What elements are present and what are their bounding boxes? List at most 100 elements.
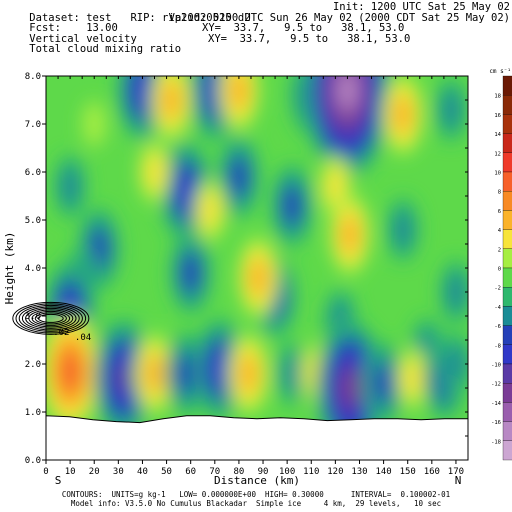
cloud-contour	[28, 309, 74, 328]
colorbar-unit: cm s⁻¹	[489, 68, 511, 75]
color-swatch	[502, 440, 512, 461]
velocity-cell	[82, 101, 106, 147]
color-swatch	[502, 114, 512, 134]
velocity-cell	[341, 371, 359, 405]
color-legend: 18 16 14 12 10 8 6 4 2 0 -2 -4 -6 -8 -10 -12 -14 -16 -18 cm…	[489, 68, 512, 461]
color-level-label: 14	[494, 132, 501, 138]
x-tick-label: 30	[113, 467, 124, 477]
init-time: Init: 1200 UTC Sat 25 May 02	[332, 1, 510, 13]
velocity-cell	[340, 216, 360, 253]
header-row-1: Dataset: test RIP: rip20020525 d2 Init: …	[4, 1, 510, 23]
cloud-contour	[34, 312, 67, 325]
cloud-contour	[37, 313, 64, 323]
color-level-label: -18	[491, 439, 501, 445]
x-tick-label: 60	[185, 467, 196, 477]
x-tick-label: 80	[233, 467, 244, 477]
x-tick-label: 70	[209, 467, 220, 477]
velocity-cell	[181, 254, 200, 292]
cloud-contour	[31, 310, 71, 326]
color-level-label: 18	[494, 94, 501, 100]
x-tick-label: 170	[448, 467, 464, 477]
color-level-label: -12	[491, 382, 501, 388]
velocity-cell	[402, 358, 423, 399]
y-tick-label: 3.0	[25, 312, 41, 322]
velocity-cell	[210, 351, 229, 387]
cloud-contour	[12, 301, 90, 335]
cloud-contour	[15, 303, 87, 334]
y-axis: 0.0 1.0 2.0 3.0 4.0 5.0 6.0 7.0 8.0	[25, 72, 468, 466]
color-level-label: 2	[498, 247, 501, 253]
velocity-cell	[229, 76, 249, 109]
velocity-cell	[325, 166, 346, 207]
plot-header: Dataset: test RIP: rip20020525 d2 Init: …	[4, 1, 510, 54]
field-2-xsec: XY= 33.7, 9.5 to 38.1, 53.0	[208, 32, 411, 45]
footer-contour-info: CONTOURS: UNITS=g kg-1 LOW= 0.000000E+00…	[61, 490, 451, 499]
x-tick-label: 20	[89, 467, 100, 477]
color-swatch	[502, 152, 512, 173]
cloud-mixing-contours: .02 .04	[12, 301, 91, 343]
velocity-cell	[374, 364, 393, 402]
color-level-label: -16	[491, 420, 501, 426]
color-level-label: -2	[494, 286, 501, 292]
color-swatch	[502, 191, 512, 211]
velocity-cell	[114, 361, 132, 396]
forecast-hour: Fcst: 13.00	[29, 22, 118, 34]
color-swatch	[502, 95, 512, 115]
velocity-cell	[393, 96, 413, 133]
terrain-mask	[45, 415, 469, 461]
header-row-2: Fcst: 13.00 Valid: 0100 UTC Sun 26 May 0…	[4, 12, 510, 33]
color-swatch	[502, 325, 512, 345]
color-level-label: 6	[498, 209, 501, 215]
color-level-label: -6	[494, 324, 501, 330]
field-2-name: Total cloud mixing ratio	[29, 43, 182, 55]
x-tick-label: 150	[400, 467, 416, 477]
velocity-cell	[60, 166, 81, 207]
cloud-contour	[25, 307, 77, 329]
dataset-label: Dataset: test RIP: rip20020525 d2	[29, 11, 251, 24]
y-tick-label: 1.0	[25, 408, 41, 418]
y-tick-label: 2.0	[25, 360, 41, 370]
color-swatch	[502, 248, 512, 269]
color-swatch	[502, 210, 512, 230]
color-level-label: 4	[498, 228, 502, 234]
velocity-cell	[162, 81, 181, 119]
color-level-label: 8	[498, 190, 501, 196]
footer-model-info: Model info: V3.5.0 No Cumulus Blackadar …	[70, 499, 442, 508]
y-tick-label: 8.0	[25, 72, 41, 82]
field-anomalies	[46, 76, 468, 457]
color-level-label: 10	[494, 171, 501, 177]
velocity-cell	[282, 353, 302, 394]
color-level-label: 16	[494, 113, 501, 119]
y-axis-label: Height (km)	[3, 232, 16, 305]
color-swatch	[502, 229, 512, 249]
y-tick-label: 7.0	[25, 120, 41, 130]
velocity-cell	[248, 259, 268, 296]
x-tick-label: 0	[43, 467, 48, 477]
x-tick-label: 40	[137, 467, 148, 477]
color-level-label: 0	[498, 267, 501, 273]
color-swatch	[502, 402, 512, 422]
velocity-cell	[133, 76, 152, 108]
color-swatch	[502, 267, 512, 288]
velocity-cell	[392, 209, 413, 250]
y-tick-label: 0.0	[25, 456, 41, 466]
header-row-4: Total cloud mixing ratio XY= 33.7, 9.5 t…	[4, 32, 510, 54]
color-swatch	[502, 287, 512, 307]
cloud-contour	[18, 304, 83, 332]
cloud-contour-label: .02	[53, 328, 69, 338]
header-row-3: Vertical velocity XY= 33.7, 9.5 to 38.1,…	[4, 23, 510, 44]
color-swatch	[502, 171, 512, 192]
velocity-cell	[144, 152, 165, 192]
endpoint-right-label: N	[455, 474, 462, 487]
field-1-name: Vertical velocity	[29, 32, 137, 45]
x-tick-label: 10	[65, 467, 76, 477]
terrain-fill	[45, 415, 469, 461]
x-tick-label: 90	[258, 467, 269, 477]
color-swatch	[502, 363, 512, 384]
x-tick-label: 50	[161, 467, 172, 477]
x-axis: 0 10 20 30 40 50 60 70 80 90 100 110 120 130 140 150 160…	[43, 76, 469, 477]
y-tick-label: 5.0	[25, 216, 41, 226]
velocity-cell	[176, 355, 196, 392]
cloud-contour	[21, 306, 80, 331]
